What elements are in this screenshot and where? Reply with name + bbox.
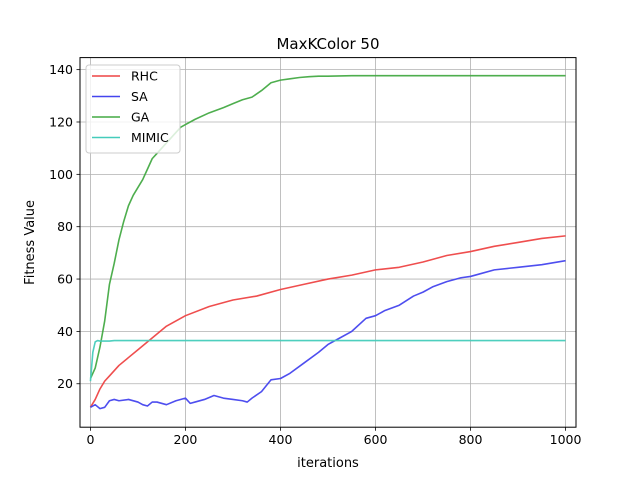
- y-tick-label: 20: [57, 376, 73, 391]
- legend-label-sa: SA: [131, 89, 148, 104]
- y-tick-label: 140: [49, 62, 73, 77]
- axis-ticks: 0 200 400 600 800 1000 20 40 60 80 100 120 140: [49, 62, 581, 447]
- legend-entries: RHC SA GA MIMIC: [92, 69, 169, 145]
- series-line-rhc: [89, 235, 566, 408]
- legend-label-rhc: RHC: [131, 69, 158, 84]
- y-tick-label: 40: [57, 324, 73, 339]
- y-tick-label: 120: [49, 114, 73, 129]
- x-tick-label: 400: [269, 432, 293, 447]
- legend: RHC SA GA MIMIC: [85, 64, 181, 154]
- legend-label-mimic: MIMIC: [131, 130, 169, 145]
- chart-title: MaxKColor 50: [276, 35, 379, 53]
- y-axis-label: Fitness Value: [23, 200, 38, 285]
- x-tick-label: 1000: [550, 432, 582, 447]
- x-tick-label: 200: [174, 432, 198, 447]
- series-line-ga: [89, 74, 566, 379]
- series-lines: [89, 74, 566, 410]
- series-line-sa: [90, 259, 566, 410]
- series-line-mimic: [89, 339, 566, 382]
- gridlines: [80, 57, 576, 428]
- legend-box: [85, 64, 181, 154]
- y-tick-label: 80: [57, 219, 73, 234]
- x-tick-label: 600: [364, 432, 388, 447]
- y-tick-label: 100: [49, 167, 73, 182]
- plot-area-frame: [79, 57, 577, 428]
- x-tick-label: 800: [459, 432, 483, 447]
- legend-label-ga: GA: [131, 110, 150, 125]
- x-axis-label: iterations: [297, 456, 359, 471]
- y-tick-label: 60: [57, 272, 73, 287]
- x-tick-label: 0: [86, 432, 94, 447]
